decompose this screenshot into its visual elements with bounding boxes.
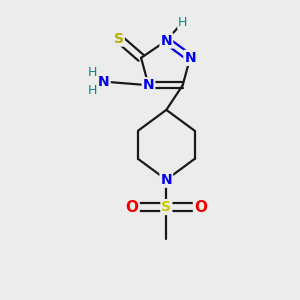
Text: N: N	[184, 51, 196, 65]
Text: N: N	[160, 173, 172, 187]
Text: N: N	[98, 75, 110, 88]
Text: O: O	[194, 200, 207, 214]
Text: N: N	[143, 78, 154, 92]
Text: S: S	[114, 32, 124, 46]
Text: H: H	[87, 66, 97, 79]
Text: H: H	[87, 84, 97, 97]
Text: S: S	[161, 200, 171, 214]
Text: H: H	[178, 16, 188, 29]
Text: N: N	[160, 34, 172, 48]
Text: O: O	[126, 200, 139, 214]
